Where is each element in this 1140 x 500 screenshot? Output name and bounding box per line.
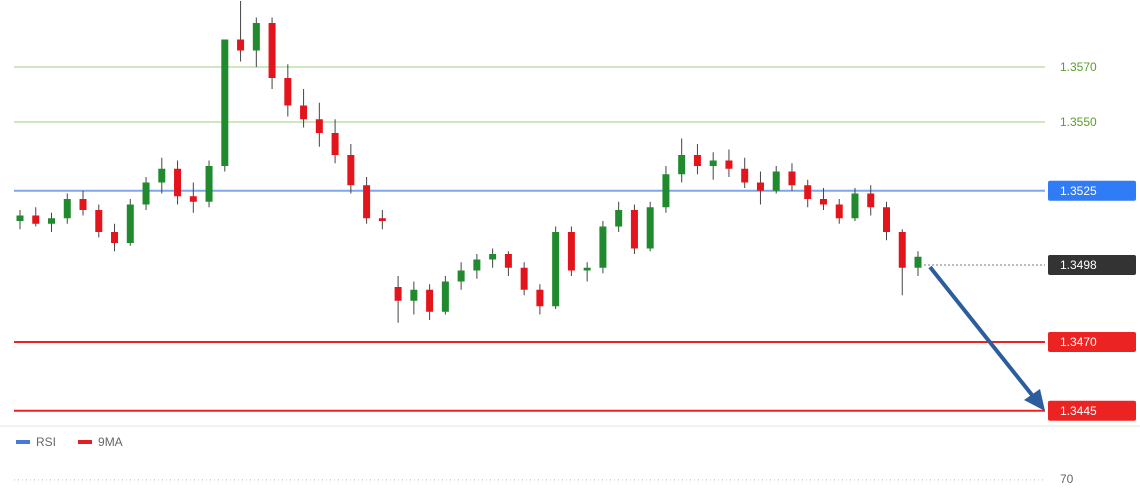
candle-body <box>882 207 890 232</box>
candle-body <box>16 215 24 221</box>
candle-body <box>583 267 591 271</box>
candle-body <box>567 232 575 271</box>
candle-body <box>347 155 355 186</box>
candle-body <box>111 232 119 243</box>
candle-body <box>473 259 481 271</box>
candle-body <box>536 289 544 307</box>
candle-body <box>126 204 134 243</box>
legend-swatch <box>78 440 93 444</box>
level-label: 1.3550 <box>1060 115 1097 129</box>
candle-body <box>252 23 260 51</box>
level-label-box <box>1048 332 1136 352</box>
candle-body <box>835 204 843 219</box>
candle-body <box>426 289 434 312</box>
level-label: 1.3470 <box>1060 335 1097 349</box>
candle-body <box>441 281 449 312</box>
candle-body <box>205 166 213 202</box>
candle-body <box>678 155 686 175</box>
candle-body <box>489 254 497 260</box>
legend-label: RSI <box>36 435 56 449</box>
candle-body <box>32 215 40 224</box>
candle-body <box>63 199 71 219</box>
candle-body <box>142 182 150 205</box>
candle-body <box>158 168 166 183</box>
candle-body <box>300 105 308 120</box>
legend-label: 9MA <box>98 435 123 449</box>
candle-body <box>646 207 654 249</box>
candle-body <box>174 168 182 197</box>
candle-body <box>709 160 717 166</box>
level-label-box <box>1048 400 1136 421</box>
level-label-box <box>1048 180 1136 201</box>
candle-body <box>394 287 402 301</box>
candle-body <box>914 256 922 268</box>
candle-body <box>221 39 229 166</box>
candle-body <box>520 267 528 290</box>
candle-body <box>693 155 701 166</box>
candle-body <box>331 133 339 155</box>
candle-body <box>284 78 292 106</box>
trend-arrow <box>928 265 1038 402</box>
level-label: 1.3525 <box>1060 184 1097 198</box>
candle-body <box>630 210 638 249</box>
candle-body <box>315 119 323 133</box>
candle-body <box>237 39 245 51</box>
candle-body <box>363 185 371 219</box>
candle-body <box>788 171 796 186</box>
candle-body <box>851 193 859 219</box>
candle-body <box>662 174 670 208</box>
trend-arrow-head <box>1024 389 1045 411</box>
candle-body <box>268 23 276 78</box>
last-price-label: 1.3498 <box>1060 258 1097 272</box>
legend-swatch <box>16 440 30 444</box>
candle-body <box>756 182 764 191</box>
candle-body <box>804 185 812 199</box>
candle-body <box>552 232 560 307</box>
candle-body <box>79 199 87 210</box>
candle-body <box>599 226 607 268</box>
candle-body <box>48 218 56 224</box>
candle-body <box>772 171 780 191</box>
last-price-box <box>1048 255 1136 275</box>
candle-body <box>410 289 418 301</box>
level-label: 1.3570 <box>1060 60 1097 74</box>
candle-body <box>898 232 906 268</box>
candle-body <box>504 254 512 268</box>
candle-body <box>615 210 623 227</box>
candle-body <box>741 168 749 183</box>
candle-body <box>819 199 827 205</box>
y-tick-label: 70 <box>1060 472 1074 486</box>
candle-body <box>457 270 465 282</box>
candle-body <box>189 196 197 202</box>
candle-body <box>378 218 386 221</box>
candle-body <box>867 193 875 208</box>
candle-body <box>95 210 103 232</box>
candle-body <box>725 160 733 169</box>
level-label: 1.3445 <box>1060 404 1097 418</box>
